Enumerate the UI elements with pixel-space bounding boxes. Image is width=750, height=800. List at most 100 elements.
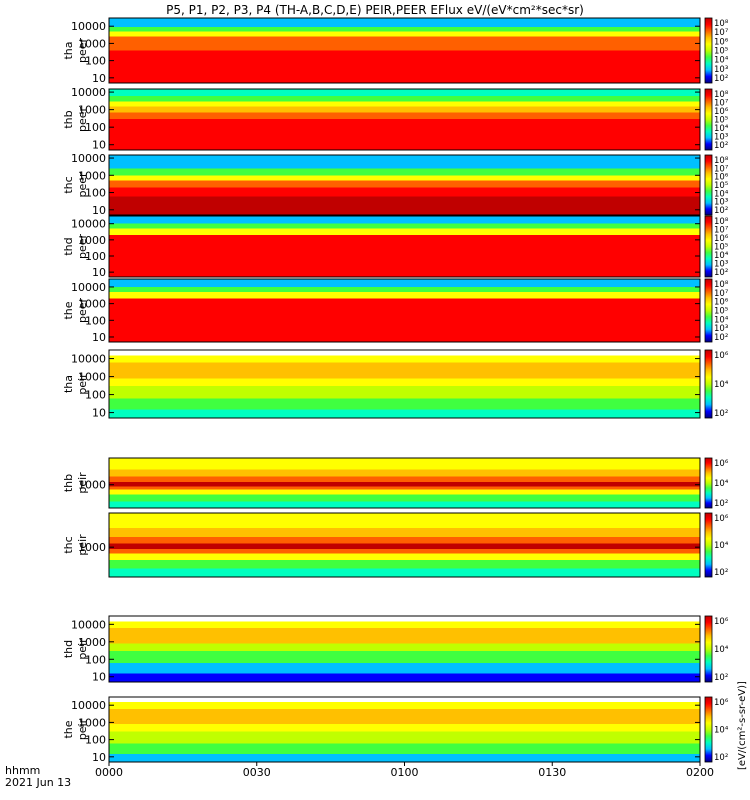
y-tick-label: 10: [92, 72, 106, 85]
panel-probe-label: the: [62, 301, 75, 319]
colorbar-tick-label: 10⁴: [714, 726, 729, 736]
panel-probe-label: thb: [62, 110, 75, 128]
y-tick-label: 10000: [71, 618, 106, 631]
panel-instrument-label: peir: [76, 373, 89, 395]
y-tick-label: 10: [92, 266, 106, 279]
y-tick-label: 100: [85, 314, 106, 327]
colorbar-tick-label: 10⁵: [714, 307, 728, 317]
colorbar-tick-label: 10⁸: [714, 90, 729, 100]
y-tick-label: 10: [92, 204, 106, 217]
colorbar-tick-label: 10²: [714, 499, 728, 509]
panel-frame: [108, 512, 701, 578]
panel-instrument-label: peir: [76, 472, 89, 494]
panel-the-peer: 10 100 1000 10000 the peer 10²10³10⁴10⁵10⁶10⁷1…: [62, 278, 729, 344]
panel-frame: [108, 457, 701, 509]
panel-instrument-label: peer: [76, 107, 89, 133]
spectrogram-thc-peer: [109, 155, 700, 215]
panel-probe-label: thd: [62, 237, 75, 255]
panel-instrument-label: peir: [76, 638, 89, 660]
spectrogram-thb-peir: [109, 458, 700, 508]
colorbar-tick-label: 10⁴: [714, 315, 729, 325]
colorbar-tick-label: 10⁷: [714, 289, 729, 299]
panel-probe-label: thb: [62, 474, 75, 492]
panel-tha-peir: 10 100 1000 10000 tha peir 10² 10⁴ 10⁶: [62, 349, 729, 420]
x-tick-label: 0030: [243, 766, 271, 779]
spectrogram-thc-peir: [109, 513, 700, 577]
panel-the-peir: 10 100 1000 10000 the peir 10² 10⁴ 10⁶: [62, 696, 729, 764]
spectrogram-thd-peir: [109, 616, 700, 682]
y-tick-label: 1000: [78, 371, 106, 384]
colorbar-tick-label: 10⁴: [714, 251, 729, 261]
panel-probe-label: thd: [62, 640, 75, 658]
colorbar-units-label: [eV/(cm²-s-sr-eV)]: [737, 681, 748, 770]
panel-instrument-label: peer: [76, 298, 89, 324]
colorbar-tick-label: 10³: [714, 133, 728, 143]
colorbar: [704, 215, 713, 278]
colorbar-tick-label: 10⁷: [714, 28, 729, 38]
colorbar-tick-label: 10²: [714, 333, 728, 343]
colorbar-tick-label: 10⁴: [714, 124, 729, 134]
colorbar: [704, 696, 713, 763]
panel-instrument-label: peer: [76, 234, 89, 260]
colorbar-tick-label: 10⁶: [714, 514, 729, 524]
colorbar-tick-label: 10⁶: [714, 617, 729, 627]
colorbar-tick-label: 10⁵: [714, 243, 728, 253]
time-axis: 0000 0030 0100 0130 0200: [95, 762, 714, 779]
y-tick-label: 10000: [71, 281, 106, 294]
colorbar-tick-label: 10⁸: [714, 156, 729, 166]
y-tick-label: 100: [85, 653, 106, 666]
colorbar-tick-label: 10³: [714, 324, 728, 334]
x-tick-label: 0200: [686, 766, 714, 779]
colorbar-tick-label: 10⁴: [714, 380, 729, 390]
colorbar-tick-label: 10⁴: [714, 479, 729, 489]
colorbar-tick-label: 10²: [714, 206, 728, 216]
colorbar-tick-label: 10⁶: [714, 173, 729, 183]
colorbar-tick-label: 10²: [714, 568, 728, 578]
colorbar-tick-label: 10⁵: [714, 116, 728, 126]
y-tick-label: 10: [92, 331, 106, 344]
colorbar-tick-label: 10³: [714, 65, 728, 75]
panel-thd-peir: 10 100 1000 10000 thd peir 10² 10⁴ 10⁶: [62, 615, 729, 684]
colorbar: [704, 154, 713, 216]
panel-instrument-label: peir: [76, 534, 89, 556]
y-tick-label: 1000: [78, 104, 106, 117]
x-tick-label: 0130: [538, 766, 566, 779]
colorbar-tick-label: 10⁸: [714, 217, 729, 227]
colorbar-tick-label: 10⁶: [714, 234, 729, 244]
panel-thb-peer: 10 100 1000 10000 thb peer 10²10³10⁴10⁵10⁶10⁷1…: [62, 86, 729, 152]
panel-instrument-label: peer: [76, 172, 89, 198]
colorbar-tick-label: 10²: [714, 673, 728, 683]
colorbar-tick-label: 10⁶: [714, 107, 729, 117]
chart-title: P5, P1, P2, P3, P4 (TH-A,B,C,D,E) PEIR,P…: [166, 3, 584, 17]
panel-probe-label: tha: [62, 41, 75, 59]
colorbar-tick-label: 10³: [714, 260, 728, 270]
colorbar-tick-label: 10²: [714, 74, 728, 84]
y-tick-label: 1000: [78, 298, 106, 311]
y-tick-label: 1000: [78, 541, 106, 554]
panel-tha-peer: 10 100 1000 10000 tha peer 10²10³10⁴10⁵10⁶10⁷1…: [62, 17, 729, 85]
colorbar-tick-label: 10³: [714, 198, 728, 208]
panel-probe-label: tha: [62, 375, 75, 393]
colorbar-tick-label: 10⁵: [714, 181, 728, 191]
colorbar-tick-label: 10²: [714, 409, 728, 419]
panel-frame: [108, 88, 701, 151]
y-tick-label: 10: [92, 751, 106, 764]
panel-probe-label: the: [62, 720, 75, 738]
colorbar: [704, 17, 713, 84]
colorbar-tick-label: 10⁷: [714, 226, 729, 236]
colorbar: [704, 278, 713, 343]
panel-frame: [108, 215, 701, 278]
colorbar-tick-label: 10²: [714, 268, 728, 278]
y-tick-label: 1000: [78, 169, 106, 182]
y-tick-label: 1000: [78, 234, 106, 247]
panel-probe-label: thc: [62, 176, 75, 193]
y-tick-label: 10000: [71, 353, 106, 366]
panel-instrument-label: peer: [76, 38, 89, 64]
colorbar-tick-label: 10⁶: [714, 698, 729, 708]
spectrogram-tha-peir: [109, 350, 700, 418]
y-tick-label: 1000: [78, 716, 106, 729]
colorbar-tick-label: 10⁴: [714, 56, 729, 66]
time-axis-label-hhmm: hhmm: [5, 764, 40, 777]
colorbar-tick-label: 10⁶: [714, 298, 729, 308]
